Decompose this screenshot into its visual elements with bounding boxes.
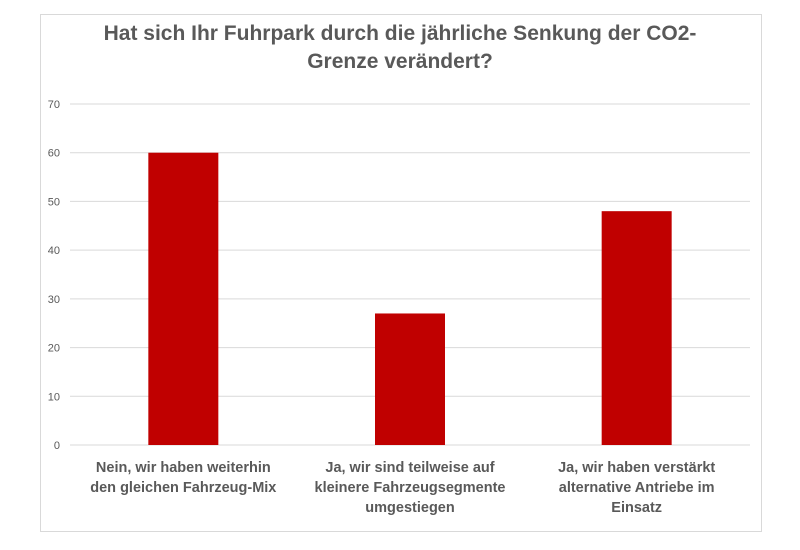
x-category-label-1-line-1: Nein, wir haben weiterhin: [96, 460, 271, 476]
y-tick-label-40: 40: [48, 245, 60, 257]
chart-title-line-2: Grenze verändert?: [307, 50, 493, 73]
y-tick-label-70: 70: [48, 99, 60, 111]
x-category-label-1-line-2: den gleichen Fahrzeug-Mix: [90, 480, 276, 496]
x-category-label-3-line-1: Ja, wir haben verstärkt: [558, 460, 715, 476]
y-tick-label-20: 20: [48, 343, 60, 355]
x-category-label-2: Ja, wir sind teilweise auf kleinere Fahrz…: [315, 460, 506, 516]
y-tick-label-10: 10: [48, 391, 60, 403]
x-category-label-2-line-1: Ja, wir sind teilweise auf: [325, 460, 494, 476]
x-category-label-2-line-3: umgestiegen: [365, 500, 454, 516]
bar-3: [601, 211, 672, 445]
x-category-label-3: Ja, wir haben verstärkt alternative Antri…: [558, 460, 715, 516]
bar-2: [375, 313, 445, 445]
x-category-label-3-line-2: alternative Antriebe im: [559, 480, 715, 496]
y-tick-label-30: 30: [48, 294, 60, 306]
y-tick-label-60: 60: [48, 148, 60, 160]
x-category-label-1: Nein, wir haben weiterhin den gleichen Fa…: [90, 460, 276, 496]
y-tick-label-50: 50: [48, 196, 60, 208]
chart-title-line-1: Hat sich Ihr Fuhrpark durch die jährlich…: [103, 22, 697, 45]
y-tick-label-0: 0: [54, 440, 60, 452]
chart-title: Hat sich Ihr Fuhrpark durch die jährlich…: [0, 20, 800, 76]
x-category-label-3-line-3: Einsatz: [611, 500, 662, 516]
bar-1: [148, 152, 219, 445]
x-category-label-2-line-2: kleinere Fahrzeugsegmente: [315, 480, 506, 496]
